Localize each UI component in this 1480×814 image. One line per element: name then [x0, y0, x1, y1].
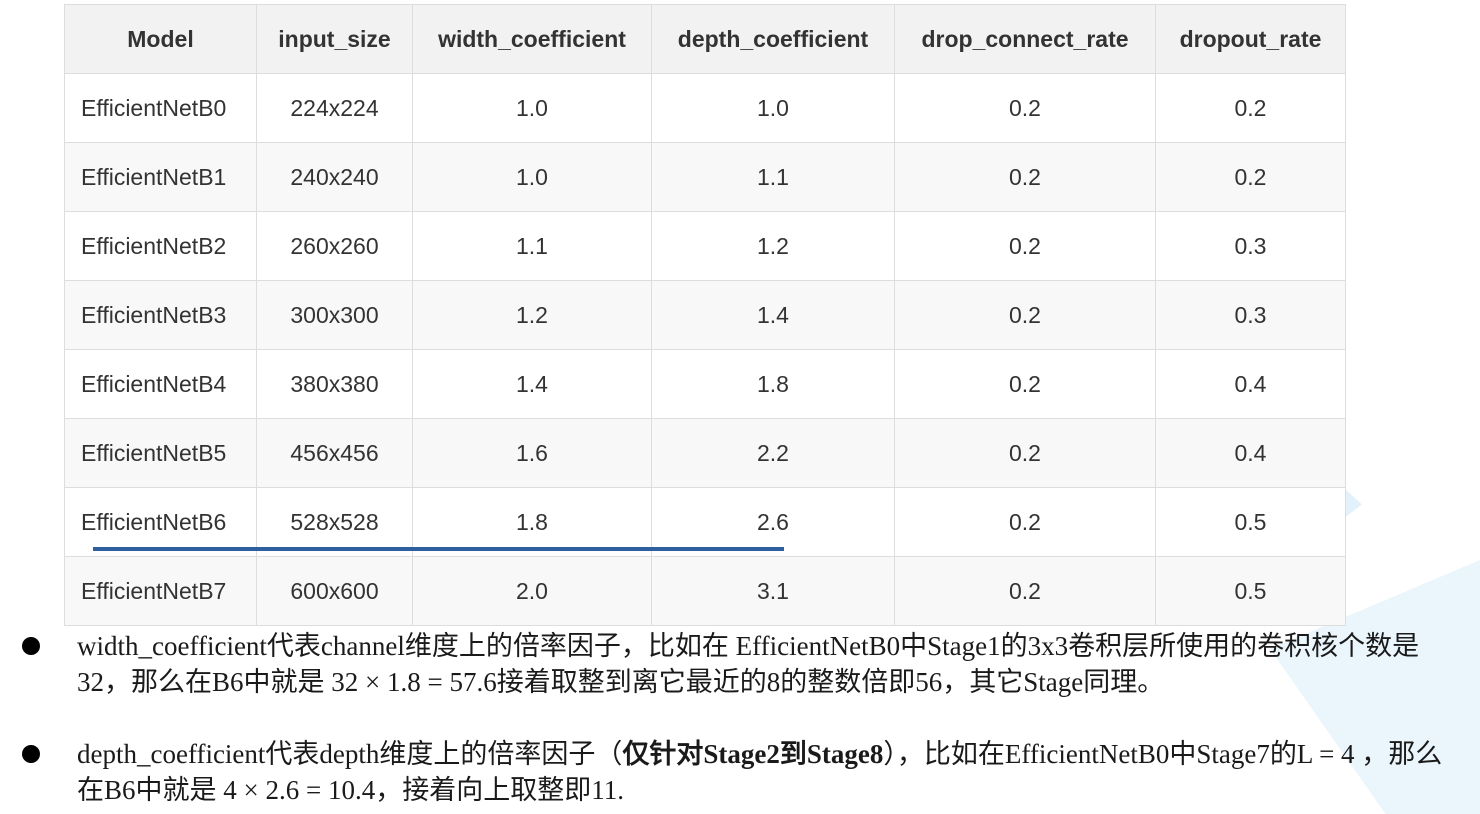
table-row: EfficientNetB3 300x300 1.2 1.4 0.2 0.3	[64, 280, 1346, 350]
note-depth-coefficient-text: depth_coefficient代表depth维度上的倍率因子（仅针对Stag…	[77, 736, 1447, 808]
drop-connect-rate-cell: 0.2	[894, 280, 1156, 350]
model-cell: EfficientNetB0	[64, 73, 257, 143]
dropout-rate-cell: 0.3	[1155, 280, 1346, 350]
dropout-rate-cell: 0.4	[1155, 349, 1346, 419]
table-header-row: Model input_size width_coefficient depth…	[64, 4, 1346, 74]
drop-connect-rate-cell: 0.2	[894, 73, 1156, 143]
model-cell: EfficientNetB3	[64, 280, 257, 350]
table-row: EfficientNetB1 240x240 1.0 1.1 0.2 0.2	[64, 142, 1346, 212]
width-coefficient-cell: 2.0	[412, 556, 652, 626]
width-coefficient-cell: 1.6	[412, 418, 652, 488]
note-depth-text-end: ），比如在EfficientNetB0中Stage7的L = 4 ，那么在B6中…	[77, 739, 1443, 805]
input-size-cell: 240x240	[256, 142, 413, 212]
depth-coefficient-cell: 3.1	[651, 556, 895, 626]
decorative-accent-shape	[1344, 488, 1362, 518]
column-header-drop-connect-rate: drop_connect_rate	[894, 4, 1156, 74]
width-coefficient-cell: 1.2	[412, 280, 652, 350]
input-size-cell: 224x224	[256, 73, 413, 143]
drop-connect-rate-cell: 0.2	[894, 556, 1156, 626]
bullet-icon	[22, 745, 40, 763]
model-cell: EfficientNetB4	[64, 349, 257, 419]
model-cell: EfficientNetB2	[64, 211, 257, 281]
column-header-dropout-rate: dropout_rate	[1155, 4, 1346, 74]
dropout-rate-cell: 0.2	[1155, 73, 1346, 143]
dropout-rate-cell: 0.5	[1155, 556, 1346, 626]
drop-connect-rate-cell: 0.2	[894, 487, 1156, 557]
dropout-rate-cell: 0.2	[1155, 142, 1346, 212]
table-row: EfficientNetB4 380x380 1.4 1.8 0.2 0.4	[64, 349, 1346, 419]
column-header-depth-coefficient: depth_coefficient	[651, 4, 895, 74]
model-cell: EfficientNetB5	[64, 418, 257, 488]
depth-coefficient-cell: 2.2	[651, 418, 895, 488]
highlight-underline	[93, 547, 784, 551]
drop-connect-rate-cell: 0.2	[894, 211, 1156, 281]
bullet-icon	[22, 637, 40, 655]
dropout-rate-cell: 0.4	[1155, 418, 1346, 488]
column-header-width-coefficient: width_coefficient	[412, 4, 652, 74]
width-coefficient-cell: 1.1	[412, 211, 652, 281]
depth-coefficient-cell: 1.2	[651, 211, 895, 281]
model-cell: EfficientNetB6	[64, 487, 257, 557]
drop-connect-rate-cell: 0.2	[894, 142, 1156, 212]
table-row: EfficientNetB7 600x600 2.0 3.1 0.2 0.5	[64, 556, 1346, 626]
table-row: EfficientNetB0 224x224 1.0 1.0 0.2 0.2	[64, 73, 1346, 143]
table-row: EfficientNetB6 528x528 1.8 2.6 0.2 0.5	[64, 487, 1346, 557]
depth-coefficient-cell: 1.8	[651, 349, 895, 419]
depth-coefficient-cell: 1.0	[651, 73, 895, 143]
note-depth-text-bold: 仅针对Stage2到Stage8	[622, 739, 884, 769]
input-size-cell: 260x260	[256, 211, 413, 281]
drop-connect-rate-cell: 0.2	[894, 418, 1156, 488]
note-width-coefficient-text: width_coefficient代表channel维度上的倍率因子，比如在 E…	[77, 631, 1420, 697]
table-row: EfficientNetB2 260x260 1.1 1.2 0.2 0.3	[64, 211, 1346, 281]
efficientnet-params-table: Model input_size width_coefficient depth…	[64, 4, 1346, 626]
input-size-cell: 600x600	[256, 556, 413, 626]
table-row: EfficientNetB5 456x456 1.6 2.2 0.2 0.4	[64, 418, 1346, 488]
width-coefficient-cell: 1.0	[412, 73, 652, 143]
input-size-cell: 380x380	[256, 349, 413, 419]
drop-connect-rate-cell: 0.2	[894, 349, 1156, 419]
width-coefficient-cell: 1.0	[412, 142, 652, 212]
model-cell: EfficientNetB7	[64, 556, 257, 626]
width-coefficient-cell: 1.4	[412, 349, 652, 419]
column-header-model: Model	[64, 4, 257, 74]
dropout-rate-cell: 0.3	[1155, 211, 1346, 281]
depth-coefficient-cell: 1.1	[651, 142, 895, 212]
width-coefficient-cell: 1.8	[412, 487, 652, 557]
column-header-input-size: input_size	[256, 4, 413, 74]
note-depth-text-start: depth_coefficient代表depth维度上的倍率因子（	[77, 739, 623, 769]
input-size-cell: 528x528	[256, 487, 413, 557]
depth-coefficient-cell: 1.4	[651, 280, 895, 350]
input-size-cell: 300x300	[256, 280, 413, 350]
model-cell: EfficientNetB1	[64, 142, 257, 212]
input-size-cell: 456x456	[256, 418, 413, 488]
dropout-rate-cell: 0.5	[1155, 487, 1346, 557]
